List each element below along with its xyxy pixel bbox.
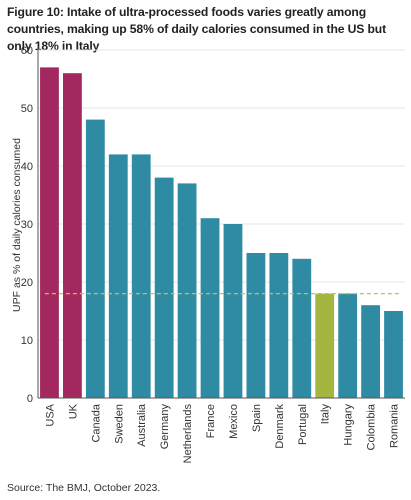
bar-france [200, 218, 220, 398]
axes [37, 48, 405, 399]
y-tick-labels: 0 10 20 30 40 50 60 [21, 45, 33, 405]
x-tick-label: Romania [389, 403, 401, 448]
bar-usa [40, 67, 59, 399]
bar-portugal [292, 258, 312, 398]
bar-denmark [269, 253, 289, 398]
x-tick-label: Germany [159, 404, 171, 450]
y-tick-label: 20 [21, 277, 33, 289]
y-tick-label: 30 [21, 219, 33, 231]
x-tick-label: Portugal [297, 404, 309, 445]
bar-sweden [108, 154, 128, 398]
y-tick-label: 10 [21, 335, 33, 347]
x-tick-label: Canada [90, 403, 102, 442]
x-tick-label: USA [44, 403, 56, 426]
x-tick-label: Italy [320, 404, 332, 425]
bar-italy [315, 293, 335, 398]
bars [40, 67, 403, 399]
y-tick-label: 0 [27, 393, 33, 405]
y-axis-label: UPF as % of daily calories consumed [11, 138, 23, 312]
bar-uk [63, 73, 82, 398]
x-tick-label: Hungary [343, 404, 355, 446]
x-tick-label: Mexico [228, 404, 240, 439]
chart-title: Figure 10: Intake of ultra-processed foo… [7, 5, 386, 53]
x-tick-labels: USA UK Canada Sweden Australia Germany Netherl… [44, 403, 400, 463]
y-tick-label: 60 [21, 45, 33, 57]
bar-spain [246, 253, 266, 398]
x-tick-label: Sweden [113, 404, 125, 444]
y-tick-label: 50 [21, 103, 33, 115]
bar-canada [85, 119, 105, 398]
bar-romania [384, 311, 403, 398]
source-note: Source: The BMJ, October 2023. [7, 482, 161, 494]
bar-mexico [223, 224, 243, 398]
bar-netherlands [177, 183, 197, 398]
bar-australia [131, 154, 151, 398]
x-tick-label: Denmark [274, 404, 286, 449]
x-tick-label: Australia [136, 403, 148, 447]
x-tick-label: France [205, 404, 217, 438]
x-tick-label: Spain [251, 404, 263, 432]
x-tick-label: UK [67, 403, 79, 419]
bar-colombia [361, 305, 380, 398]
bar-hungary [338, 293, 358, 398]
y-tick-label: 40 [21, 161, 33, 173]
x-tick-label: Colombia [366, 403, 378, 450]
bar-germany [154, 177, 174, 398]
x-tick-label: Netherlands [182, 404, 194, 464]
